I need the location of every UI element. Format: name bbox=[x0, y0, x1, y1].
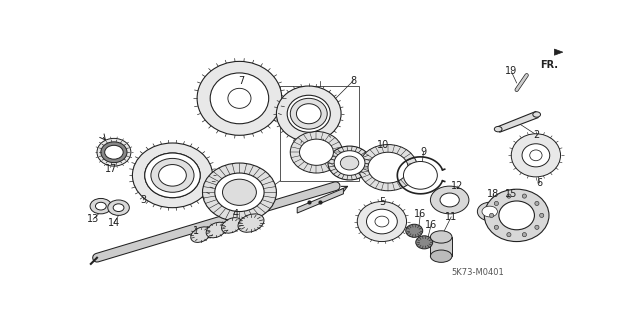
Ellipse shape bbox=[431, 231, 452, 243]
Ellipse shape bbox=[238, 214, 264, 232]
Ellipse shape bbox=[197, 61, 282, 135]
Ellipse shape bbox=[440, 193, 460, 207]
Ellipse shape bbox=[159, 165, 186, 186]
Ellipse shape bbox=[113, 204, 124, 211]
Circle shape bbox=[522, 194, 527, 198]
Text: 12: 12 bbox=[451, 181, 463, 191]
Ellipse shape bbox=[107, 147, 121, 158]
Ellipse shape bbox=[375, 216, 389, 227]
Circle shape bbox=[522, 233, 527, 237]
Ellipse shape bbox=[357, 202, 406, 241]
Text: 3: 3 bbox=[140, 195, 147, 205]
Ellipse shape bbox=[215, 173, 264, 211]
Ellipse shape bbox=[530, 150, 542, 161]
Ellipse shape bbox=[494, 126, 502, 132]
Ellipse shape bbox=[484, 189, 549, 241]
Ellipse shape bbox=[477, 202, 502, 221]
Text: 16: 16 bbox=[425, 219, 437, 230]
Circle shape bbox=[535, 201, 539, 205]
Ellipse shape bbox=[482, 206, 497, 217]
Text: 9: 9 bbox=[420, 147, 426, 157]
Ellipse shape bbox=[403, 161, 437, 189]
Text: 5: 5 bbox=[379, 197, 385, 206]
Ellipse shape bbox=[287, 95, 330, 132]
Ellipse shape bbox=[296, 104, 321, 124]
Text: 16: 16 bbox=[414, 209, 426, 219]
Circle shape bbox=[490, 213, 493, 218]
Text: 17: 17 bbox=[105, 164, 117, 174]
Text: 11: 11 bbox=[445, 212, 458, 222]
Text: 14: 14 bbox=[108, 218, 120, 228]
Ellipse shape bbox=[328, 146, 371, 180]
Circle shape bbox=[494, 201, 499, 205]
Text: 19: 19 bbox=[505, 66, 517, 76]
Ellipse shape bbox=[367, 209, 397, 234]
Text: 4: 4 bbox=[232, 209, 239, 219]
Ellipse shape bbox=[416, 236, 433, 249]
Ellipse shape bbox=[431, 250, 452, 262]
Ellipse shape bbox=[511, 134, 561, 177]
Ellipse shape bbox=[533, 112, 541, 117]
Ellipse shape bbox=[95, 202, 106, 210]
Ellipse shape bbox=[406, 224, 422, 237]
Text: FR.: FR. bbox=[540, 60, 557, 70]
Ellipse shape bbox=[368, 152, 408, 183]
Text: 15: 15 bbox=[505, 189, 518, 199]
Ellipse shape bbox=[334, 151, 365, 175]
Text: 8: 8 bbox=[350, 76, 356, 85]
Ellipse shape bbox=[499, 201, 534, 230]
Ellipse shape bbox=[300, 139, 333, 165]
Text: 18: 18 bbox=[488, 189, 500, 199]
Circle shape bbox=[540, 213, 544, 218]
Text: 1: 1 bbox=[193, 226, 198, 236]
Ellipse shape bbox=[145, 153, 200, 198]
Ellipse shape bbox=[210, 73, 269, 124]
Text: 6: 6 bbox=[537, 178, 543, 188]
Ellipse shape bbox=[484, 207, 496, 216]
Text: 10: 10 bbox=[378, 139, 390, 150]
Text: 7: 7 bbox=[239, 76, 245, 85]
Ellipse shape bbox=[522, 144, 550, 167]
Ellipse shape bbox=[108, 200, 129, 215]
Ellipse shape bbox=[359, 145, 417, 191]
Ellipse shape bbox=[206, 222, 227, 238]
Ellipse shape bbox=[90, 198, 111, 214]
Ellipse shape bbox=[159, 165, 186, 186]
Polygon shape bbox=[431, 237, 452, 256]
Circle shape bbox=[507, 194, 511, 198]
Circle shape bbox=[507, 233, 511, 237]
Ellipse shape bbox=[132, 143, 212, 208]
Ellipse shape bbox=[291, 98, 327, 129]
Circle shape bbox=[494, 225, 499, 229]
Ellipse shape bbox=[221, 218, 242, 233]
Polygon shape bbox=[554, 49, 563, 55]
Ellipse shape bbox=[151, 159, 194, 192]
Polygon shape bbox=[497, 111, 538, 132]
Ellipse shape bbox=[291, 131, 342, 173]
Ellipse shape bbox=[223, 179, 257, 205]
Ellipse shape bbox=[431, 186, 469, 214]
Ellipse shape bbox=[202, 163, 276, 221]
Ellipse shape bbox=[101, 142, 127, 163]
Ellipse shape bbox=[276, 86, 341, 141]
Ellipse shape bbox=[228, 88, 251, 108]
Ellipse shape bbox=[191, 227, 211, 242]
Ellipse shape bbox=[340, 156, 359, 170]
Ellipse shape bbox=[145, 153, 200, 198]
Ellipse shape bbox=[105, 145, 123, 159]
Polygon shape bbox=[297, 189, 344, 213]
Text: 2: 2 bbox=[532, 130, 539, 139]
Text: 13: 13 bbox=[87, 214, 99, 224]
Circle shape bbox=[535, 225, 539, 229]
Text: 5K73-M0401: 5K73-M0401 bbox=[451, 268, 504, 277]
Ellipse shape bbox=[97, 138, 131, 166]
